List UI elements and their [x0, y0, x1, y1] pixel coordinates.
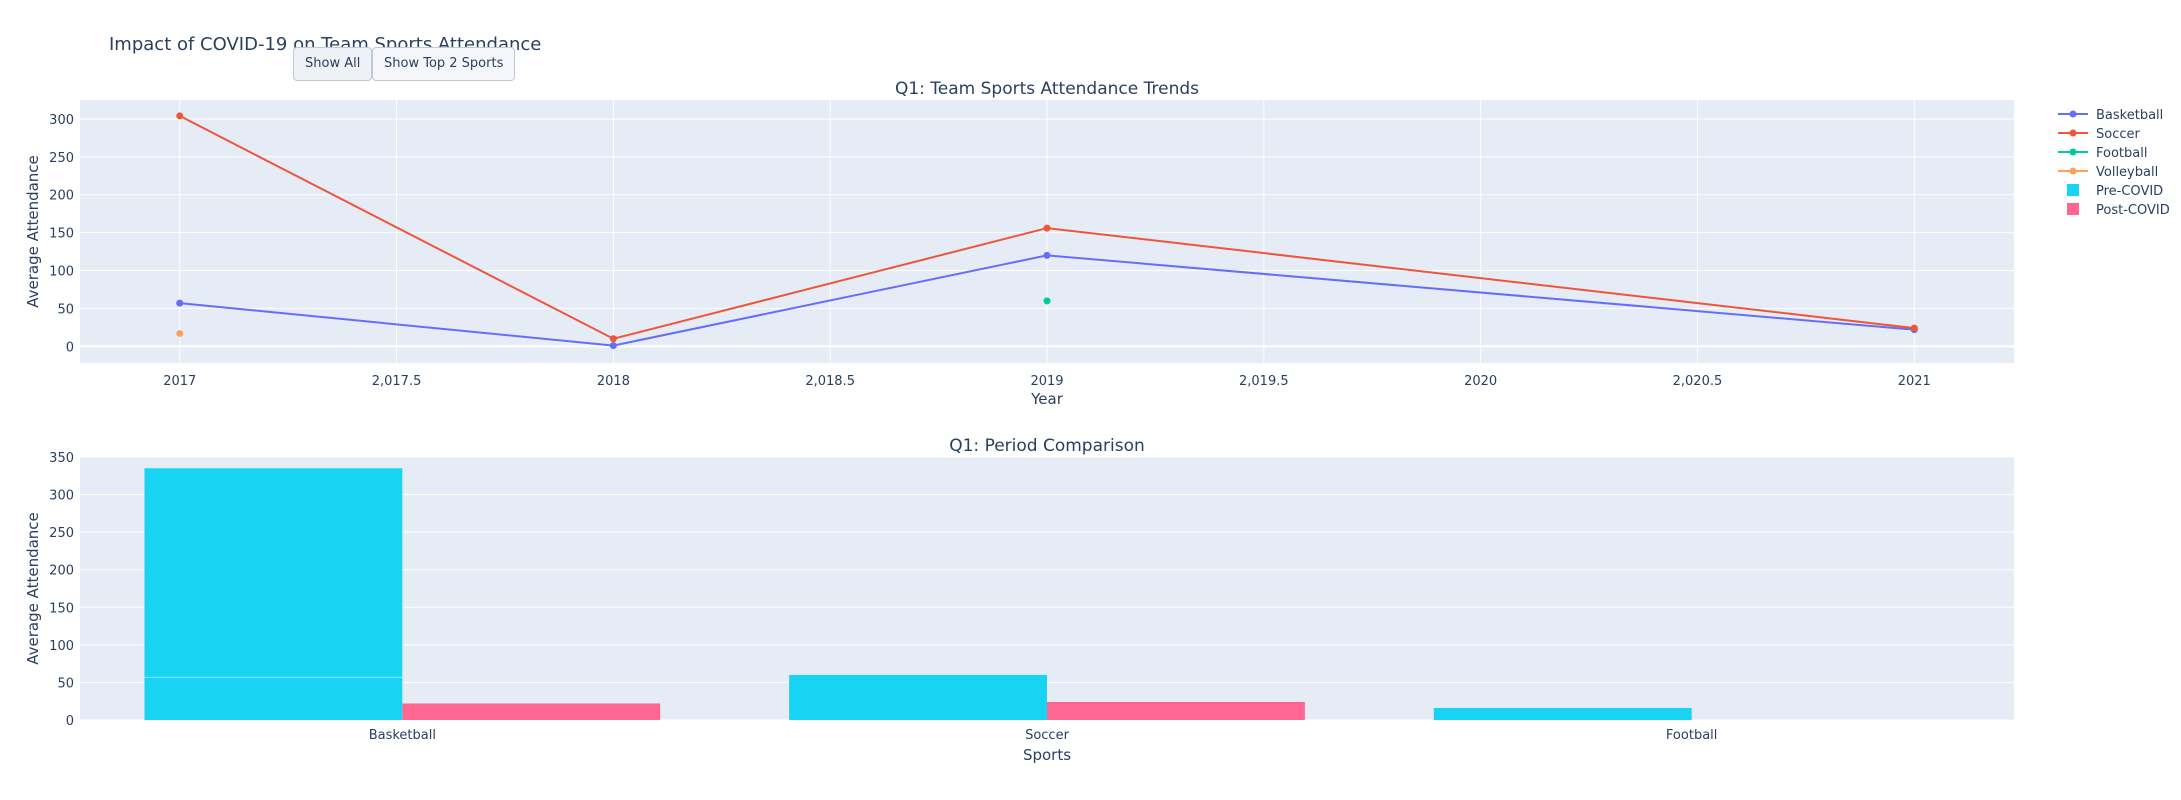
show-all-button[interactable]: Show All [293, 47, 373, 81]
basketball-point[interactable] [609, 342, 617, 350]
show-top-2-sports-button[interactable]: Show Top 2 Sports [372, 47, 516, 81]
line-chart-x-axis-label: Year [1030, 390, 1064, 408]
post-covid-bar-basketball[interactable] [402, 703, 661, 720]
legend-item-soccer[interactable]: Soccer [2058, 127, 2140, 142]
legend-label: Football [2096, 146, 2147, 161]
bar-chart-marks [144, 468, 1692, 720]
x-tick-label: 2,019.5 [1239, 374, 1289, 389]
legend-item-basketball[interactable]: Basketball [2058, 108, 2163, 123]
legend-item-volleyball[interactable]: Volleyball [2058, 165, 2158, 180]
legend-marker [2069, 110, 2077, 118]
legend-label: Basketball [2096, 108, 2163, 123]
bar-chart-axes: 0 50 100 150 200 250 300 350 Basketball Soccer Foo… [49, 451, 1717, 743]
y-tick-label: 150 [49, 227, 74, 242]
line-chart-y-axis-label: Average Attendance [24, 155, 42, 308]
x-tick-label: Soccer [1025, 728, 1069, 743]
volleyball-point[interactable] [176, 329, 184, 337]
pre-covid-bar-soccer[interactable] [789, 674, 1047, 720]
x-tick-label: 2019 [1030, 374, 1063, 389]
soccer-point[interactable] [1043, 224, 1051, 232]
y-tick-label: 250 [49, 526, 74, 541]
legend-item-post-covid[interactable]: Post-COVID [2067, 203, 2170, 218]
x-tick-label: 2020 [1464, 374, 1497, 389]
legend-marker [2069, 148, 2077, 156]
y-tick-label: 100 [49, 639, 74, 654]
soccer-point[interactable] [176, 112, 184, 120]
legend-marker [2069, 167, 2077, 175]
line-chart-grid [80, 100, 2014, 363]
legend-label: Soccer [2096, 127, 2140, 142]
legend-item-football[interactable]: Football [2058, 146, 2147, 161]
y-tick-label: 0 [66, 714, 74, 729]
y-tick-label: 0 [66, 340, 74, 355]
basketball-line[interactable] [179, 254, 1915, 347]
y-tick-label: 300 [49, 113, 74, 128]
basketball-point[interactable] [176, 299, 184, 307]
x-tick-label: Basketball [369, 728, 436, 743]
soccer-point[interactable] [1910, 324, 1918, 332]
y-tick-label: 300 [49, 489, 74, 504]
y-tick-label: 100 [49, 265, 74, 280]
soccer-point[interactable] [609, 335, 617, 343]
bar-chart-x-axis-label: Sports [1023, 746, 1071, 764]
y-tick-label: 50 [57, 302, 74, 317]
y-tick-label: 50 [57, 676, 74, 691]
x-tick-label: Football [1666, 728, 1717, 743]
basketball-point[interactable] [1043, 251, 1051, 259]
x-tick-label: 2,020.5 [1673, 374, 1723, 389]
x-tick-label: 2,018.5 [805, 374, 855, 389]
soccer-line[interactable] [179, 115, 1915, 340]
legend-marker [2069, 129, 2077, 137]
post-covid-bar-soccer[interactable] [1047, 701, 1305, 720]
y-tick-label: 200 [49, 189, 74, 204]
line-chart: 2017 2,017.5 2018 2,018.5 2019 2,019.5 2020 2,0… [24, 79, 2014, 408]
x-tick-label: 2017 [163, 374, 196, 389]
x-tick-label: 2021 [1898, 374, 1931, 389]
y-tick-label: 250 [49, 151, 74, 166]
legend-label: Volleyball [2096, 165, 2158, 180]
legend-label: Post-COVID [2096, 203, 2170, 218]
pre-covid-bar-basketball[interactable] [144, 468, 403, 720]
football-point[interactable] [1043, 297, 1051, 305]
bar-chart-title: Q1: Period Comparison [949, 436, 1145, 456]
pre-covid-bar-football[interactable] [1433, 707, 1692, 720]
legend-label: Pre-COVID [2096, 184, 2163, 199]
legend-square-swatch [2067, 184, 2079, 196]
bar-chart-y-axis-label: Average Attendance [24, 512, 42, 665]
legend-item-pre-covid[interactable]: Pre-COVID [2067, 184, 2163, 199]
line-chart-axes: 2017 2,017.5 2018 2,018.5 2019 2,019.5 2020 2,0… [49, 113, 1931, 389]
line-chart-title: Q1: Team Sports Attendance Trends [895, 79, 1199, 99]
legend[interactable]: Basketball Soccer Football Volleyball Pre-CO… [2058, 108, 2170, 218]
x-tick-label: 2018 [597, 374, 630, 389]
y-tick-label: 150 [49, 601, 74, 616]
line-chart-marks [176, 112, 1918, 350]
bar-chart: 0 50 100 150 200 250 300 350 Basketball Soccer Foo… [24, 436, 2014, 764]
legend-square-swatch [2067, 203, 2079, 215]
x-tick-label: 2,017.5 [372, 374, 422, 389]
y-tick-label: 200 [49, 564, 74, 579]
y-tick-label: 350 [49, 451, 74, 466]
